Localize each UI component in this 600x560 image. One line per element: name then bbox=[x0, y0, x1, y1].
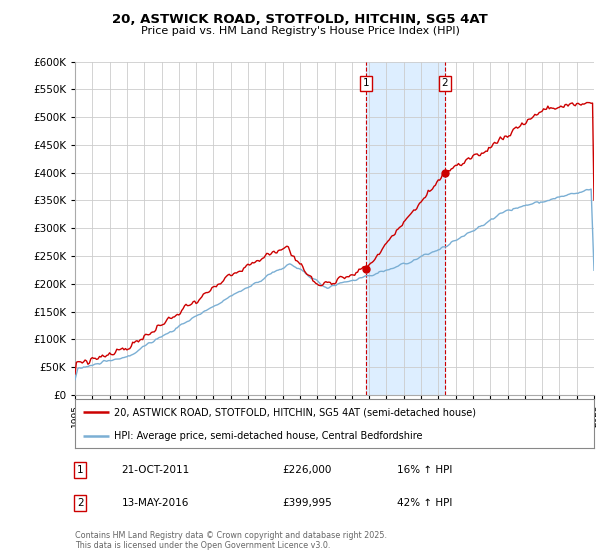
Text: 13-MAY-2016: 13-MAY-2016 bbox=[122, 498, 189, 508]
Text: 16% ↑ HPI: 16% ↑ HPI bbox=[397, 465, 452, 475]
Text: 1: 1 bbox=[362, 78, 369, 88]
Text: £399,995: £399,995 bbox=[283, 498, 332, 508]
Text: 42% ↑ HPI: 42% ↑ HPI bbox=[397, 498, 452, 508]
Text: 2: 2 bbox=[442, 78, 448, 88]
Text: 20, ASTWICK ROAD, STOTFOLD, HITCHIN, SG5 4AT (semi-detached house): 20, ASTWICK ROAD, STOTFOLD, HITCHIN, SG5… bbox=[114, 407, 476, 417]
Text: Contains HM Land Registry data © Crown copyright and database right 2025.
This d: Contains HM Land Registry data © Crown c… bbox=[75, 531, 387, 550]
Text: 21-OCT-2011: 21-OCT-2011 bbox=[122, 465, 190, 475]
Bar bbox=[365, 62, 445, 395]
Text: 1: 1 bbox=[77, 465, 83, 475]
Text: Price paid vs. HM Land Registry's House Price Index (HPI): Price paid vs. HM Land Registry's House … bbox=[140, 26, 460, 36]
Text: 20, ASTWICK ROAD, STOTFOLD, HITCHIN, SG5 4AT: 20, ASTWICK ROAD, STOTFOLD, HITCHIN, SG5… bbox=[112, 13, 488, 26]
Text: £226,000: £226,000 bbox=[283, 465, 332, 475]
Text: 2: 2 bbox=[77, 498, 83, 508]
Text: HPI: Average price, semi-detached house, Central Bedfordshire: HPI: Average price, semi-detached house,… bbox=[114, 431, 422, 441]
